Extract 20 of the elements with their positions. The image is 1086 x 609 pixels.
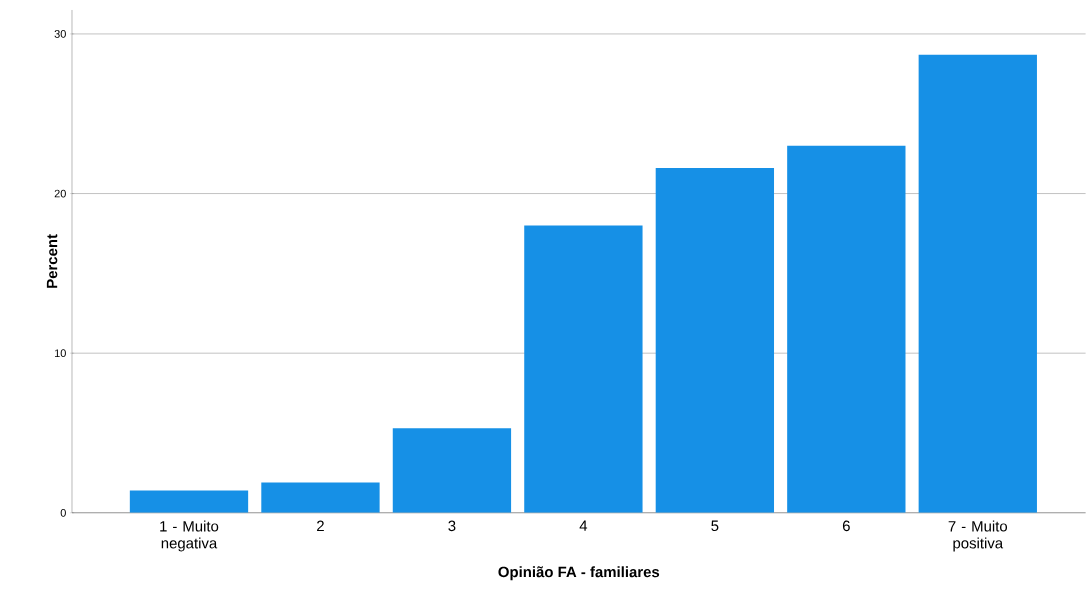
y-tick-label: 10 [54, 349, 66, 358]
bar [261, 482, 380, 513]
x-tick-label: 1 - Muito negativa [160, 520, 219, 552]
x-axis-title: Opinião FA - familiares [498, 566, 660, 581]
bar [918, 54, 1037, 513]
x-tick-label: 3 [448, 520, 456, 532]
x-tick-label: 6 [842, 520, 850, 532]
bar [524, 225, 643, 513]
y-tick-label: 0 [60, 509, 66, 517]
x-tick-label: 5 [711, 520, 719, 532]
bar [129, 490, 249, 513]
y-tick-label: 20 [54, 189, 66, 198]
x-tick-label: 4 [579, 520, 588, 531]
x-tick-label: 7 - Muito positiva [948, 520, 1008, 552]
bar [655, 168, 775, 513]
y-axis-title: Percent [46, 234, 58, 288]
bar [392, 428, 512, 513]
bar [787, 145, 906, 513]
y-tick-label: 30 [54, 30, 66, 38]
x-tick-label: 2 [317, 520, 324, 532]
